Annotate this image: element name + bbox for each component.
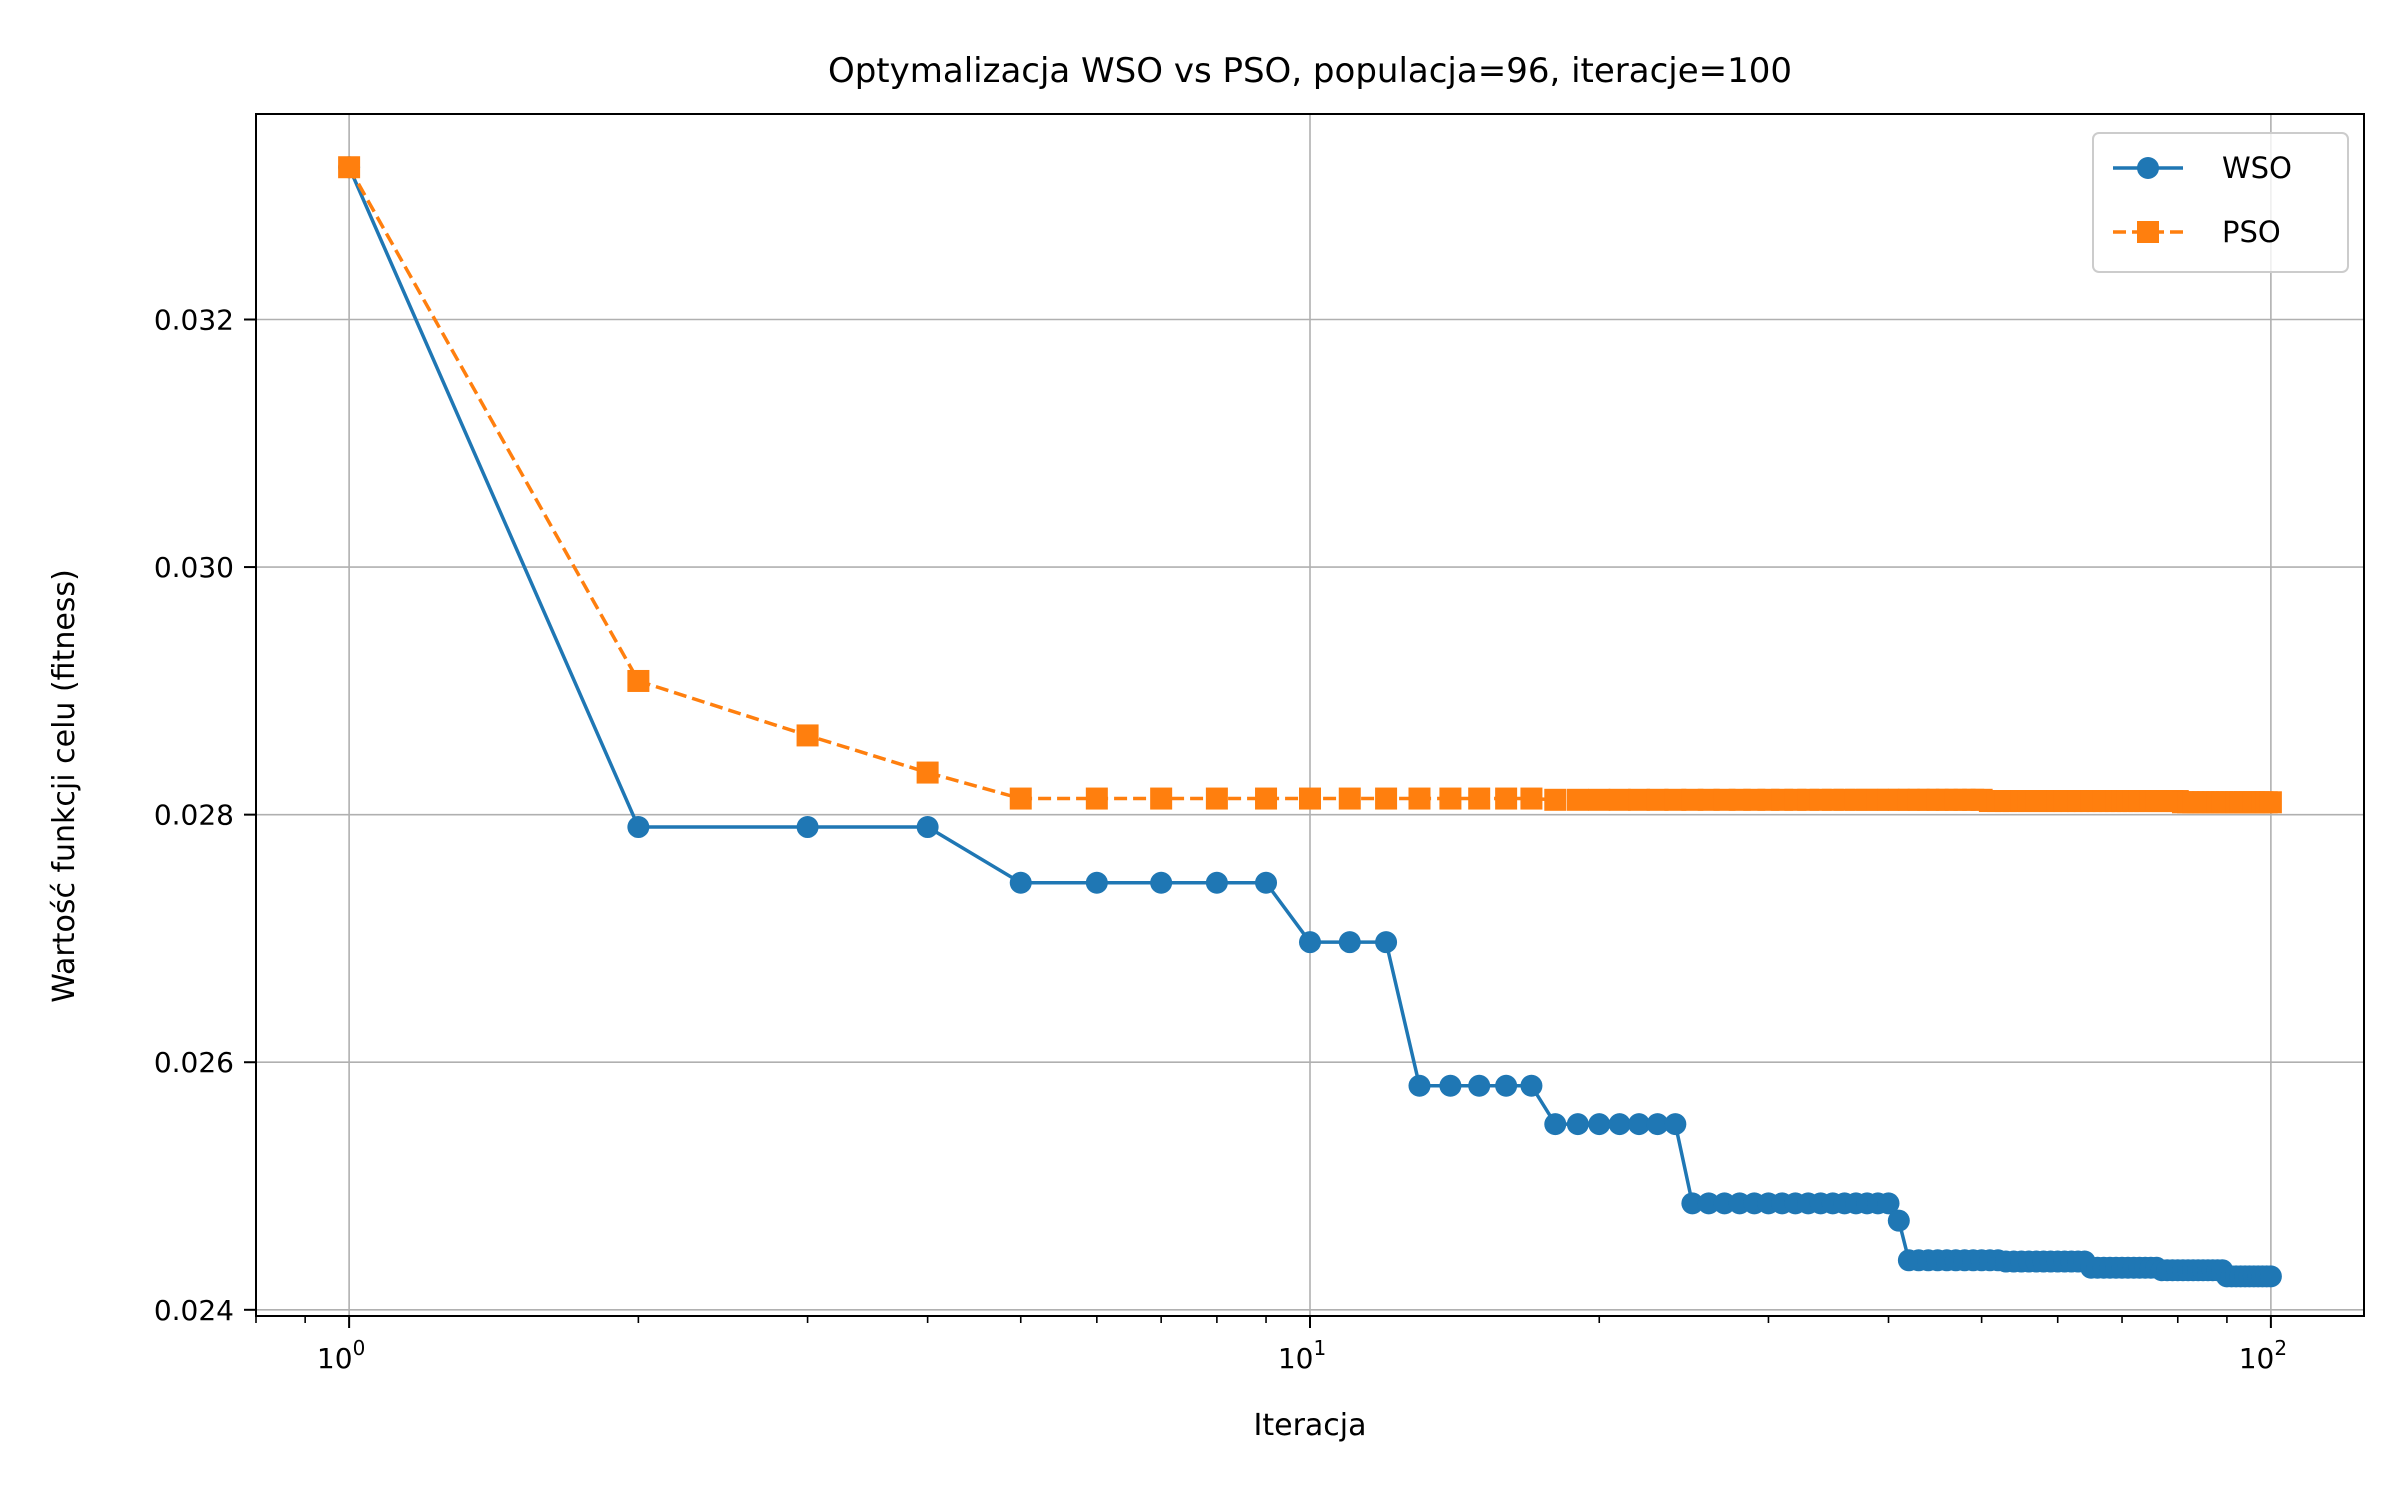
x-tick-exponent: 2: [2274, 1336, 2287, 1360]
data-point-pso: [1009, 787, 1032, 810]
data-point-pso: [338, 156, 361, 179]
data-point-pso: [1468, 787, 1491, 810]
data-point-pso: [627, 669, 650, 692]
data-point-wso: [1544, 1113, 1567, 1136]
x-tick-label: 101: [1278, 1336, 1326, 1375]
data-point-pso: [1299, 787, 1321, 810]
data-point-pso: [1544, 788, 1567, 811]
data-point-pso: [1520, 787, 1543, 810]
data-point-wso: [1646, 1113, 1669, 1136]
y-axis-label: Wartość funkcji celu (fitness): [47, 569, 82, 1003]
data-point-wso: [1520, 1074, 1543, 1097]
data-point-pso: [1408, 787, 1431, 810]
data-point-wso: [1713, 1192, 1736, 1215]
data-point-pso: [916, 761, 939, 784]
data-point-wso: [1009, 871, 1032, 894]
legend-label-pso: PSO: [2222, 215, 2281, 249]
legend-marker-pso: [2137, 221, 2159, 243]
data-point-wso: [1664, 1113, 1687, 1136]
data-point-wso: [1375, 931, 1398, 954]
data-point-wso: [1681, 1192, 1704, 1215]
data-point-pso: [1608, 788, 1631, 811]
data-point-wso: [916, 816, 939, 839]
data-point-pso: [1375, 787, 1398, 810]
x-tick-base: 10: [2239, 1342, 2275, 1375]
data-point-wso: [1887, 1209, 1910, 1232]
data-point-wso: [1338, 931, 1361, 954]
legend-box: [2092, 132, 2349, 273]
data-point-wso: [1255, 871, 1278, 894]
data-point-pso: [1439, 787, 1462, 810]
data-point-wso: [1468, 1074, 1491, 1097]
data-point-wso: [1588, 1113, 1611, 1136]
data-point-pso: [1646, 788, 1669, 811]
data-point-wso: [1439, 1074, 1462, 1097]
data-point-wso: [1085, 871, 1108, 894]
data-point-pso: [2259, 791, 2282, 814]
plot-series: [338, 156, 2282, 1288]
y-tick-label: 0.032: [154, 303, 234, 336]
data-point-wso: [1697, 1192, 1720, 1215]
data-point-pso: [1338, 787, 1361, 810]
legend: WSO PSO: [2092, 132, 2349, 273]
data-point-wso: [1877, 1192, 1900, 1215]
data-point-wso: [1150, 871, 1173, 894]
data-point-wso: [1408, 1074, 1431, 1097]
data-point-pso: [1664, 788, 1687, 811]
data-point-wso: [627, 816, 650, 839]
chart-title: Optymalizacja WSO vs PSO, populacja=96, …: [828, 51, 1792, 91]
data-point-wso: [1566, 1113, 1589, 1136]
data-point-pso: [1566, 788, 1589, 811]
data-point-pso: [1205, 787, 1228, 810]
x-tick-label: 100: [317, 1336, 365, 1375]
data-point-pso: [1588, 788, 1611, 811]
y-tick-label: 0.028: [154, 799, 234, 832]
data-point-wso: [2259, 1265, 2282, 1288]
series-line-pso: [347, 166, 2271, 805]
data-point-pso: [796, 724, 819, 747]
y-tick-label: 0.024: [154, 1294, 234, 1327]
legend-marker-wso: [2137, 157, 2159, 179]
data-point-pso: [1495, 787, 1518, 810]
x-tick-base: 10: [1278, 1342, 1314, 1375]
data-point-wso: [1608, 1113, 1631, 1136]
data-point-pso: [1628, 788, 1651, 811]
data-point-wso: [1205, 871, 1228, 894]
y-tick-label: 0.030: [154, 551, 234, 584]
x-tick-base: 10: [317, 1342, 353, 1375]
legend-label-wso: WSO: [2222, 151, 2292, 185]
y-tick-label: 0.026: [154, 1046, 234, 1079]
data-point-wso: [796, 816, 819, 839]
x-tick-exponent: 1: [1313, 1336, 1326, 1360]
data-point-wso: [1299, 931, 1321, 954]
data-point-wso: [1628, 1113, 1651, 1136]
x-tick-exponent: 0: [353, 1336, 366, 1360]
data-point-wso: [1495, 1074, 1518, 1097]
data-point-pso: [1085, 787, 1108, 810]
grid: [256, 114, 2364, 1316]
x-axis-label: Iteracja: [1254, 1408, 1367, 1443]
data-point-pso: [1150, 787, 1173, 810]
x-tick-label: 102: [2239, 1336, 2287, 1375]
data-point-pso: [1255, 787, 1278, 810]
